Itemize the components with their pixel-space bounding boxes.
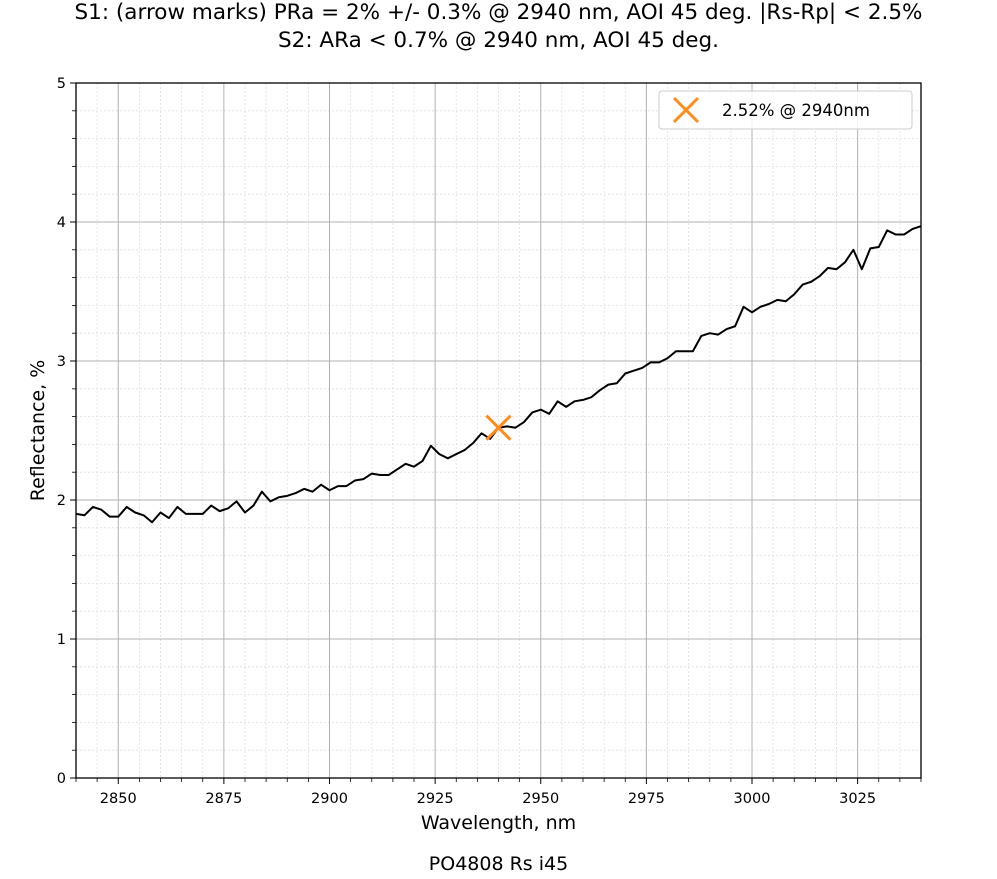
y-tick-label: 1 bbox=[57, 632, 66, 648]
chart-subtitle: S2: ARa < 0.7% @ 2940 nm, AOI 45 deg. bbox=[278, 28, 719, 53]
y-tick-label: 3 bbox=[57, 354, 66, 370]
x-tick-label: 3000 bbox=[734, 791, 771, 807]
legend-marker-icon bbox=[672, 96, 700, 124]
y-axis-label: Reflectance, % bbox=[27, 360, 49, 502]
ticks-layer: 2850 2875 2900 2925 2950 2975 3000 3025 0 1 2 3 4 5 bbox=[57, 76, 922, 807]
y-tick-label: 4 bbox=[57, 215, 66, 231]
x-tick-label: 2850 bbox=[100, 791, 137, 807]
legend-entry-label: 2.52% @ 2940nm bbox=[722, 101, 870, 120]
legend: 2.52% @ 2940nm bbox=[658, 90, 913, 130]
x-tick-label: 2900 bbox=[311, 791, 348, 807]
x-tick-label: 2975 bbox=[628, 791, 665, 807]
x-axis-label: Wavelength, nm bbox=[421, 812, 576, 834]
y-tick-label: 0 bbox=[57, 771, 66, 787]
reflectance-series-line bbox=[75, 225, 922, 524]
figure-caption: PO4808 Rs i45 bbox=[428, 853, 569, 875]
chart-title: S1: (arrow marks) PRa = 2% +/- 0.3% @ 29… bbox=[74, 0, 923, 25]
marker-layer bbox=[485, 414, 512, 441]
major-grid bbox=[76, 83, 921, 778]
marker-x-point bbox=[485, 414, 512, 441]
legend-box bbox=[658, 90, 913, 130]
legend-marker-glyph bbox=[672, 96, 700, 124]
series-layer bbox=[75, 225, 922, 524]
minor-grid bbox=[75, 83, 922, 778]
x-tick-label: 2925 bbox=[417, 791, 454, 807]
x-tick-label: 3025 bbox=[839, 791, 876, 807]
y-tick-label: 5 bbox=[57, 76, 66, 92]
y-tick-label: 2 bbox=[57, 493, 66, 509]
x-tick-label: 2875 bbox=[205, 791, 242, 807]
x-tick-label: 2950 bbox=[522, 791, 559, 807]
